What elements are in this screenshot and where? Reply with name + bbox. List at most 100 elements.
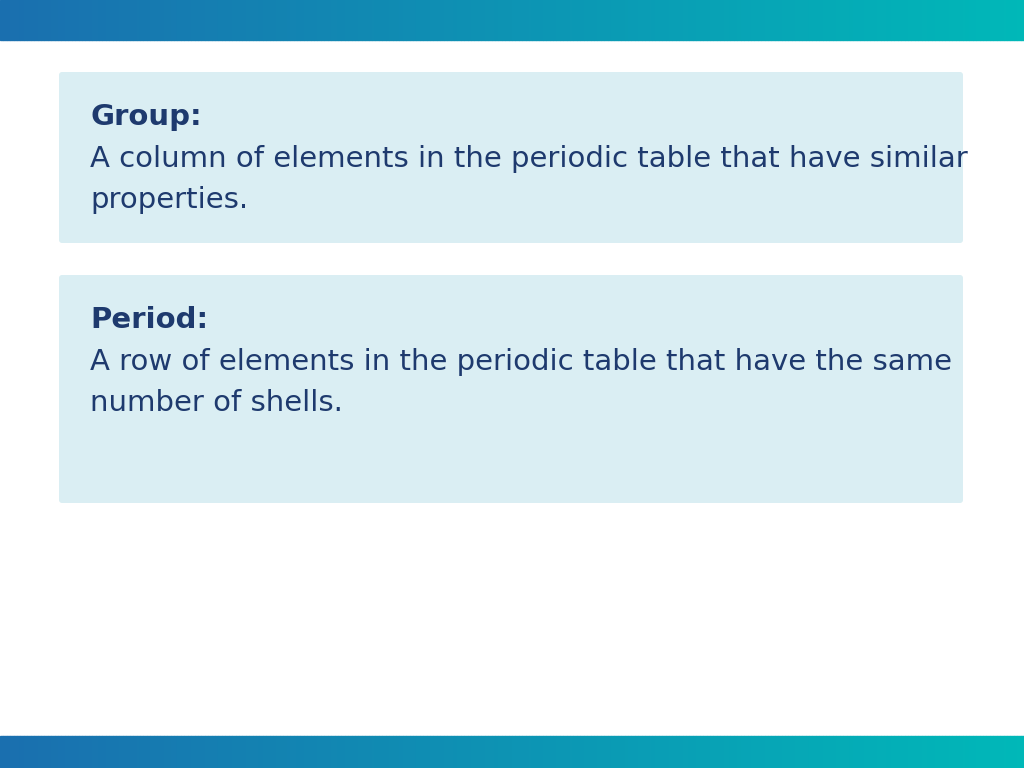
Bar [853,0,857,40]
Bar [983,736,986,768]
Bar [492,0,495,40]
Bar [7,0,10,40]
Bar [1004,736,1007,768]
Bar [105,0,110,40]
Bar [703,736,707,768]
Bar [276,0,280,40]
Bar [976,0,980,40]
Bar [1011,736,1014,768]
Bar [205,736,208,768]
Bar [611,0,614,40]
Bar [10,0,13,40]
Bar [812,736,816,768]
Bar [850,0,853,40]
Bar [925,736,929,768]
Bar [471,736,474,768]
Bar [710,736,714,768]
Bar [317,736,321,768]
Bar [61,736,65,768]
Bar [587,736,591,768]
Bar [120,0,123,40]
Bar [710,0,714,40]
Bar [273,0,276,40]
Bar [297,736,300,768]
Bar [51,0,54,40]
Bar [540,736,543,768]
Bar [870,0,873,40]
Bar [837,0,840,40]
Text: A row of elements in the periodic table that have the same
number of shells.: A row of elements in the periodic table … [90,348,952,417]
Bar [929,0,932,40]
Bar [41,736,44,768]
Bar [461,736,464,768]
Bar [102,736,105,768]
Bar [693,736,696,768]
Bar [3,736,7,768]
Bar [273,736,276,768]
Bar [922,736,925,768]
Bar [778,736,781,768]
Bar [239,0,243,40]
Bar [484,736,488,768]
Bar [280,736,284,768]
Bar [314,0,317,40]
Bar [269,736,273,768]
Bar [655,736,658,768]
Bar [642,0,645,40]
Bar [577,0,581,40]
Bar [399,736,402,768]
Bar [140,736,143,768]
Bar [151,736,154,768]
Bar [515,736,519,768]
Bar [358,736,361,768]
Bar [440,0,443,40]
Bar [932,736,935,768]
Bar [222,0,225,40]
Bar [888,0,891,40]
Bar [243,0,246,40]
Bar [775,736,778,768]
Bar [591,0,594,40]
Bar [740,736,744,768]
Bar [113,0,116,40]
Bar [161,736,164,768]
FancyBboxPatch shape [59,275,963,503]
Bar [341,736,345,768]
Bar [976,736,980,768]
Bar [321,736,325,768]
Bar [853,736,857,768]
Bar [775,0,778,40]
Bar [529,0,532,40]
Bar [939,736,942,768]
Bar [796,736,799,768]
Bar [423,736,427,768]
Bar [161,0,164,40]
Bar [622,736,625,768]
Bar [935,0,939,40]
Bar [717,0,720,40]
Bar [372,736,376,768]
Bar [222,736,225,768]
Bar [761,0,765,40]
Bar [891,0,894,40]
Bar [632,0,635,40]
Bar [901,0,904,40]
Bar [451,736,454,768]
Bar [256,0,259,40]
Bar [69,736,72,768]
Bar [980,736,983,768]
Bar [730,0,734,40]
Bar [570,0,573,40]
Bar [573,736,577,768]
Bar [195,736,198,768]
Bar [348,0,351,40]
Bar [945,736,949,768]
Bar [587,0,591,40]
Bar [20,0,24,40]
Bar [679,736,683,768]
Bar [652,0,655,40]
Bar [69,0,72,40]
Bar [157,736,161,768]
Bar [768,0,771,40]
Bar [154,0,157,40]
